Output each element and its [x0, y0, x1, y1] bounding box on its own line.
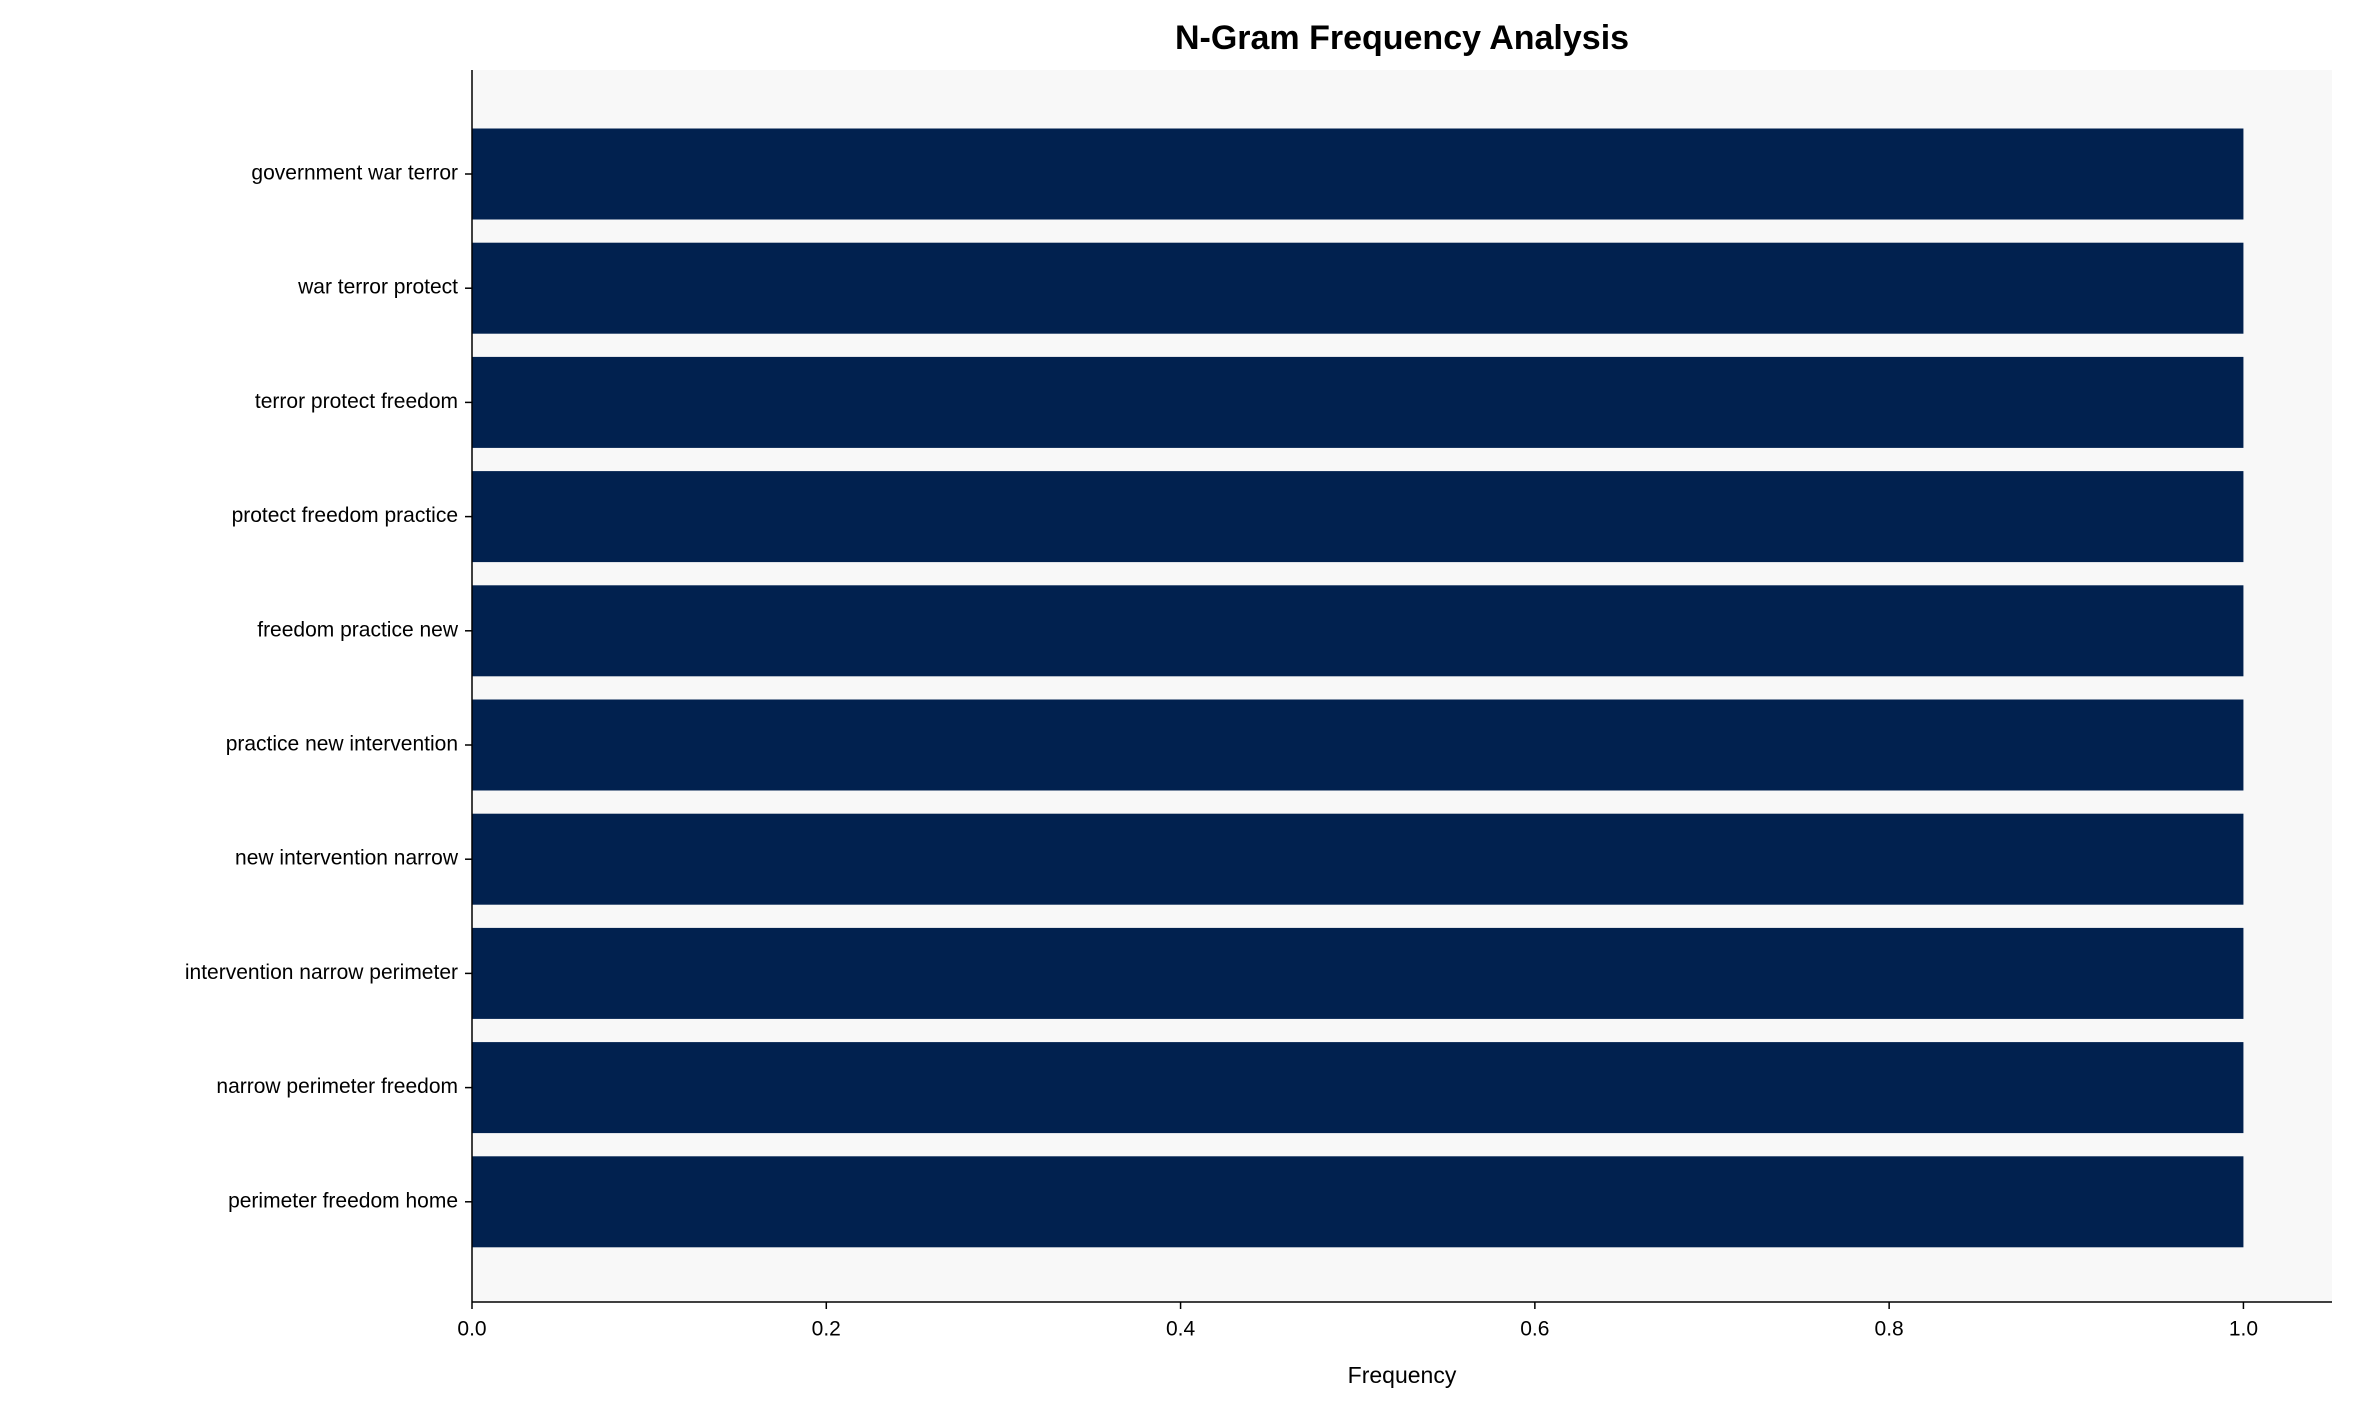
bar [472, 927, 2244, 1019]
x-tick-label: 0.0 [457, 1318, 486, 1341]
y-tick-label: new intervention narrow [235, 847, 459, 870]
bar [472, 242, 2244, 334]
bar [472, 356, 2244, 448]
bar [472, 585, 2244, 677]
bar [472, 471, 2244, 563]
bar [472, 699, 2244, 791]
bar [472, 1156, 2244, 1248]
y-tick-label: freedom practice new [257, 618, 459, 641]
y-tick-label: intervention narrow perimeter [185, 961, 458, 984]
chart-title: N-Gram Frequency Analysis [1175, 19, 1629, 57]
bar [472, 1042, 2244, 1134]
x-axis-label: Frequency [1348, 1362, 1457, 1388]
x-tick-label: 1.0 [2229, 1318, 2258, 1341]
y-tick-label: protect freedom practice [232, 504, 458, 527]
y-tick-label: practice new intervention [226, 733, 458, 756]
bar [472, 813, 2244, 905]
x-tick-label: 0.8 [1875, 1318, 1904, 1341]
x-tick-label: 0.6 [1520, 1318, 1549, 1341]
y-tick-label: war terror protect [297, 276, 458, 299]
x-tick-label: 0.4 [1166, 1318, 1196, 1341]
y-tick-label: government war terror [251, 162, 458, 185]
y-tick-label: perimeter freedom home [228, 1189, 458, 1212]
bar [472, 128, 2244, 220]
y-tick-label: narrow perimeter freedom [216, 1075, 458, 1098]
x-tick-label: 0.2 [812, 1318, 841, 1341]
y-tick-label: terror protect freedom [255, 390, 458, 413]
